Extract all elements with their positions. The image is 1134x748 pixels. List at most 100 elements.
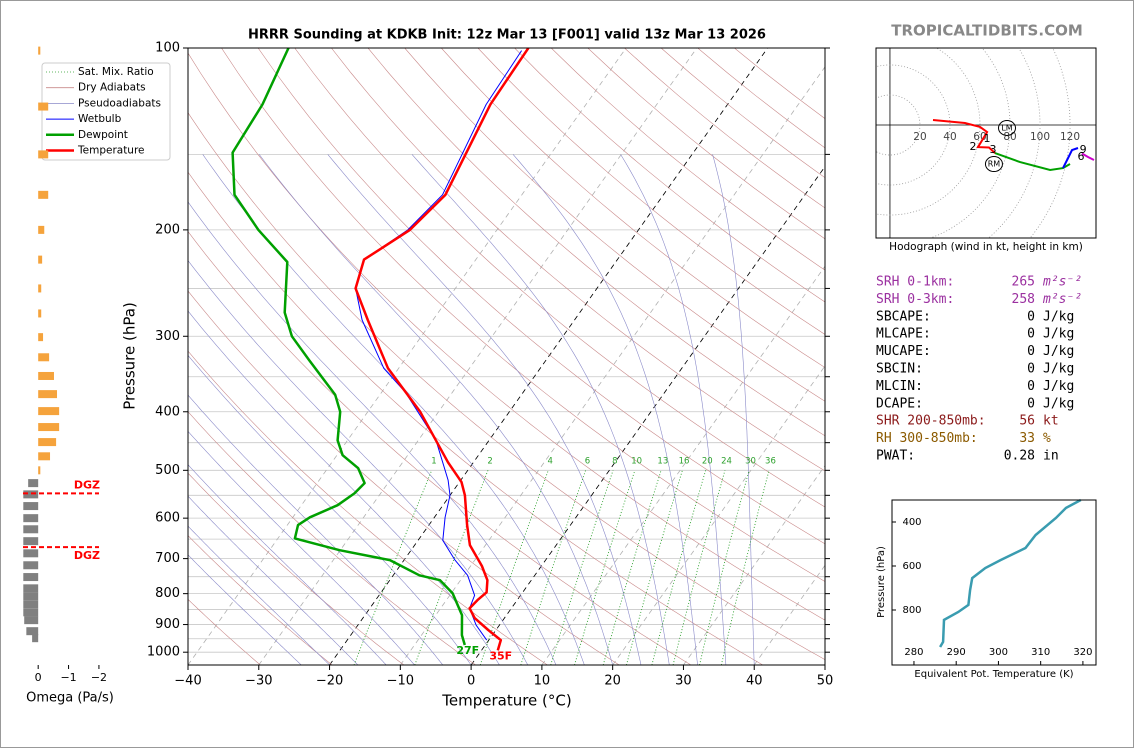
index-value: 0 [1027,362,1035,377]
surface-label: 27F [456,644,479,657]
y-tick-label: 700 [155,551,180,566]
mixing-ratio-label: 6 [585,457,590,467]
dry-adiabat [188,535,333,665]
x-tick-label: 20 [604,674,621,689]
index-value: 0 [1027,309,1035,324]
thetae-x-tick-label: 320 [1073,647,1092,658]
index-unit: in [1043,449,1059,464]
mixing-ratio-line [625,470,683,665]
mixing-ratio-label: 8 [612,457,617,467]
omega-bar [38,309,42,318]
dry-adiabat [188,230,692,665]
hodo-height-label: 3 [990,143,997,156]
mixing-ratio-label: 36 [765,457,776,467]
index-unit: J/kg [1043,362,1074,377]
x-tick-label: 40 [746,674,763,689]
index-label: SBCAPE: [876,309,931,324]
omega-bar [38,466,41,475]
omega-bar [38,452,51,461]
mixing-ratio-label: 16 [679,457,690,467]
x-tick-label: −20 [316,674,343,689]
y-tick-label: 900 [155,617,180,632]
omega-bar [23,490,39,499]
index-value: 0.28 [1004,449,1035,464]
dry-adiabat [404,48,825,402]
x-tick-label: 10 [534,674,551,689]
profile-temperature [354,48,530,651]
dry-adiabat [257,48,825,545]
storm-motion-label: LM [1001,123,1012,132]
omega-bar [38,371,54,380]
hodo-ring [876,94,921,156]
index-unit: kt [1043,414,1059,429]
isotherm [188,48,627,665]
omega-bar [23,561,39,570]
omega-bar [24,616,39,625]
hodo-ring [876,48,981,216]
pseudoadiabat [202,154,585,665]
dry-adiabat [188,472,405,665]
omega-bar [23,592,39,601]
chart-title: HRRR Sounding at KDKB Init: 12z Mar 13 [… [248,28,766,43]
dry-adiabat [331,48,825,472]
dry-adiabat [221,48,825,582]
hodo-trace [932,119,996,154]
y-tick-label: 600 [155,511,180,526]
legend-label: Sat. Mix. Ratio [78,66,154,78]
mixing-ratio-line [479,470,549,665]
hodograph-caption: Hodograph (wind in kt, height in km) [889,241,1083,253]
hodo-height-label: 9 [1080,143,1087,156]
mixing-ratio-label: 13 [657,457,668,467]
pseudoadiabat [258,154,613,665]
pseudoadiabat [188,495,359,665]
mixing-ratio-line [720,470,770,665]
hodo-ring-label: 100 [1030,131,1050,143]
hodo-ring-label: 40 [943,131,956,143]
pseudoadiabat [620,154,727,665]
omega-bar [38,225,45,234]
hodo-ring [988,48,1041,238]
omega-bar [38,407,60,416]
hodo-height-label: 1 [984,132,991,145]
x-tick-label: 0 [467,674,475,689]
hodo-height-label: 2 [969,140,976,153]
profile-dewpoint [231,48,466,646]
dry-adiabat [188,52,825,621]
omega-bar [23,514,39,523]
dry-adiabat [294,48,825,508]
omega-bar [38,423,60,432]
dry-adiabat [188,112,825,661]
mixing-ratio-line [651,470,707,665]
plot-frame [187,47,826,666]
omega-bar [23,525,39,534]
omega-tick-label: −1 [60,671,76,684]
index-unit: J/kg [1043,344,1074,359]
pseudoadiabat [411,154,670,665]
watermark: TROPICALTIDBITS.COM [891,22,1083,40]
y-tick-label: 100 [155,41,180,56]
mixing-ratio-line [602,470,662,665]
index-unit: J/kg [1043,396,1074,411]
y-tick-label: 1000 [147,645,180,660]
thetae-x-tick-label: 280 [904,647,923,658]
mixing-ratio-line [672,470,726,665]
mixing-ratio-label: 30 [745,457,756,467]
y-tick-label: 200 [155,222,180,237]
hodo-trace [1081,152,1095,161]
index-label: SRH 0-3km: [876,292,954,307]
omega-bar [23,502,39,511]
omega-bar [32,634,39,643]
isotherm [400,66,825,665]
omega-bar [38,46,41,55]
dgz-label: DGZ [74,478,100,491]
pseudoadiabat [512,154,698,665]
thetae-x-tick-label: 310 [1031,647,1050,658]
hodo-ring [929,48,1011,238]
omega-tick-label: 0 [35,671,42,684]
hodo-trace [994,152,1071,172]
mixing-ratio-line [699,470,750,665]
hodo-ring-label: 120 [1060,131,1080,143]
dry-adiabat [188,411,476,665]
omega-bar [26,627,39,636]
